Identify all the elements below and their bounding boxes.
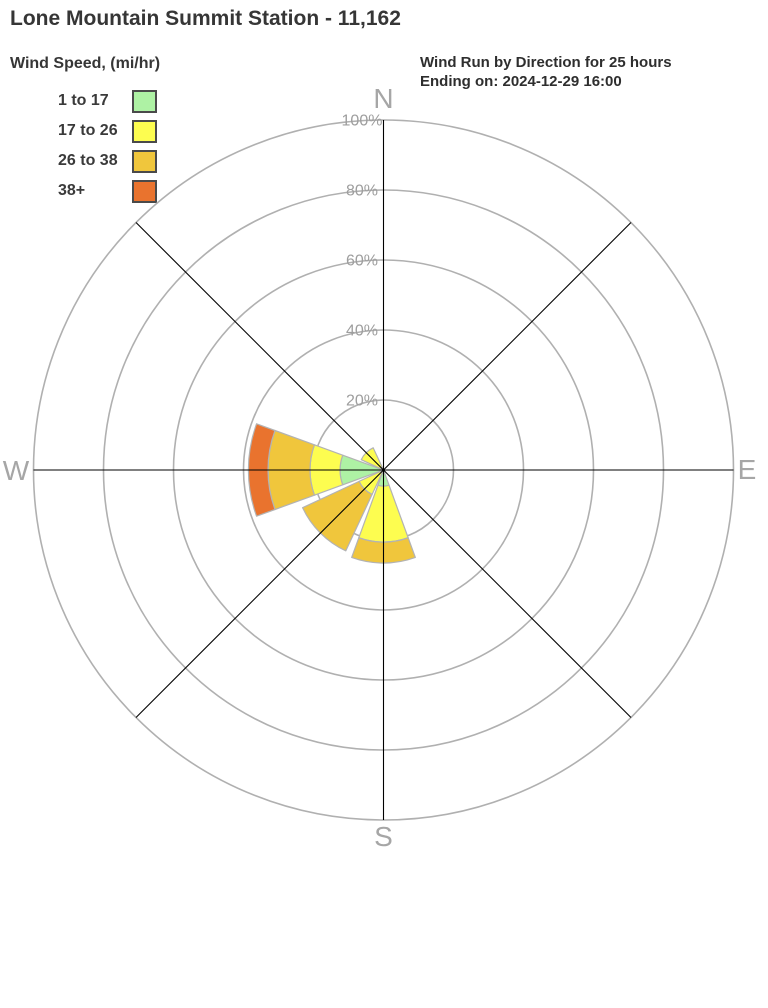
legend-color-swatch: [132, 119, 157, 143]
legend-color-swatch: [132, 179, 157, 203]
page-title: Lone Mountain Summit Station - 11,162: [10, 7, 401, 30]
spoke-line: [135, 222, 384, 471]
legend-color-swatch: [132, 149, 157, 173]
direction-label-s: S: [374, 821, 393, 852]
ring-tick-label: 80%: [346, 183, 378, 200]
spoke-line: [383, 222, 632, 471]
ring-tick-label: 20%: [346, 393, 378, 410]
legend-item: 1 to 17: [58, 86, 157, 116]
legend-item-label: 26 to 38: [58, 152, 118, 169]
legend-title: Wind Speed, (mi/hr): [10, 55, 161, 72]
direction-label-e: E: [738, 454, 757, 485]
wind-speed-legend: 1 to 17 17 to 26 26 to 38 38+: [58, 86, 157, 206]
ring-tick-label: 40%: [346, 323, 378, 340]
subtitle-line-2: Ending on: 2024-12-29 16:00: [420, 73, 622, 90]
legend-item: 38+: [58, 176, 157, 206]
ring-tick-label: 100%: [342, 113, 383, 130]
direction-label-w: W: [3, 455, 30, 486]
legend-item-label: 1 to 17: [58, 92, 109, 109]
legend-item-label: 17 to 26: [58, 122, 118, 139]
subtitle-line-1: Wind Run by Direction for 25 hours: [420, 54, 672, 71]
ring-tick-label: 60%: [346, 253, 378, 270]
legend-item: 26 to 38: [58, 146, 157, 176]
spoke-line: [135, 469, 384, 718]
legend-item: 17 to 26: [58, 116, 157, 146]
legend-color-swatch: [132, 89, 157, 113]
legend-item-label: 38+: [58, 182, 86, 199]
spoke-line: [383, 469, 632, 718]
direction-label-n: N: [373, 83, 393, 114]
chart-subtitle: Wind Run by Direction for 25 hours Endin…: [420, 53, 672, 91]
